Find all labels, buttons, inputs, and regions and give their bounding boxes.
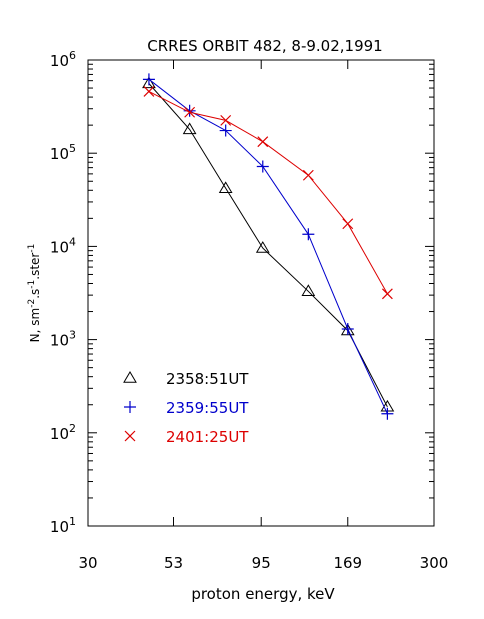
- legend-marker: [123, 371, 137, 383]
- data-point: [302, 228, 315, 241]
- y-tick-label: 104: [50, 235, 76, 256]
- data-point: [381, 288, 393, 300]
- y-axis-label-exponent: -1: [27, 244, 37, 253]
- data-point: [341, 322, 354, 335]
- data-point: [142, 76, 156, 89]
- x-tick-label: 53: [164, 554, 183, 572]
- data-point: [142, 73, 155, 86]
- y-tick-label: 103: [50, 329, 76, 350]
- data-point: [218, 181, 233, 194]
- chart-title: CRRES ORBIT 482, 8-9.02,1991: [147, 37, 382, 55]
- y-tick-label: 105: [50, 142, 76, 163]
- legend-label: 2401:25UT: [166, 428, 249, 446]
- data-point: [220, 114, 232, 126]
- data-point: [255, 241, 270, 253]
- x-tick-label: 300: [420, 554, 449, 572]
- data-point: [182, 122, 197, 135]
- series-group: [142, 76, 395, 412]
- legend-item: 2358:51UT: [123, 370, 249, 388]
- data-point: [184, 106, 196, 118]
- legend-marker: [124, 401, 136, 413]
- x-axis: 30 53 95 169 300: [78, 60, 448, 572]
- legend-marker: [124, 430, 136, 442]
- y-tick-label: 106: [50, 49, 76, 70]
- series-layer: [142, 73, 395, 420]
- data-point: [143, 86, 155, 97]
- y-axis: 101 102 103 104 105 106: [50, 49, 434, 536]
- x-tick-label: 95: [252, 554, 271, 572]
- data-point: [301, 284, 316, 296]
- x-axis-label: proton energy, keV: [191, 585, 335, 603]
- series-line: [148, 78, 388, 415]
- data-point: [219, 124, 232, 137]
- x-tick-label: 169: [333, 554, 362, 572]
- legend-label: 2359:55UT: [166, 399, 249, 417]
- y-axis-label-part: .ster: [28, 253, 42, 280]
- legend-item: 2359:55UT: [124, 399, 249, 417]
- legend-item: 2401:25UT: [124, 428, 249, 446]
- x-tick-label: 30: [78, 554, 97, 572]
- y-axis-label-exponent: -2: [27, 299, 37, 308]
- y-tick-label: 102: [50, 422, 76, 443]
- series-line: [148, 90, 388, 295]
- y-axis-label: N, sm-2.s-1.ster-1: [27, 244, 42, 343]
- y-axis-label-part: N, sm: [28, 308, 42, 343]
- y-axis-label-part: .s: [28, 289, 42, 299]
- y-axis-label-exponent: -1: [27, 280, 37, 289]
- y-tick-label: 101: [50, 515, 76, 536]
- series-group: [143, 86, 393, 300]
- plot-frame: [87, 59, 435, 527]
- data-point: [302, 169, 314, 181]
- legend: 2358:51UT 2359:55UT 2401:25UT: [123, 370, 249, 446]
- data-point: [183, 104, 196, 117]
- data-point: [342, 218, 354, 230]
- data-point: [256, 160, 269, 173]
- legend-label: 2358:51UT: [166, 370, 249, 388]
- data-point: [381, 407, 394, 420]
- data-point: [257, 136, 269, 148]
- series-group: [142, 73, 394, 420]
